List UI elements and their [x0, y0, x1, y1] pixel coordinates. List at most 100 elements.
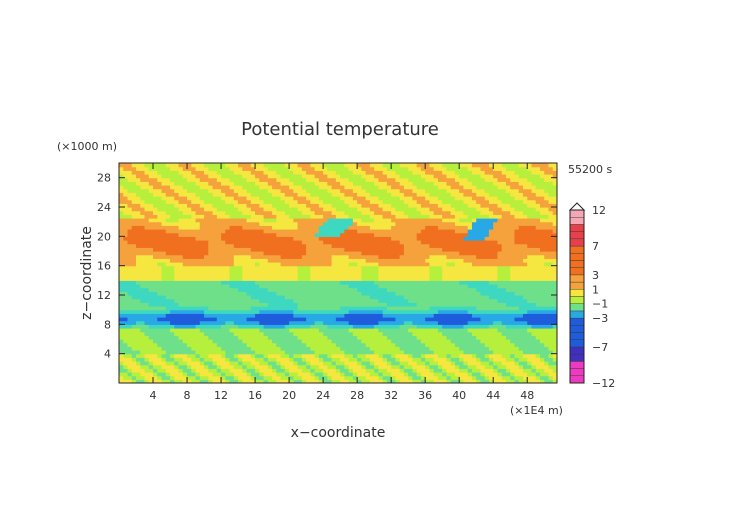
field-cell [216, 350, 222, 355]
field-cell [314, 174, 320, 179]
field-cell [238, 251, 243, 256]
field-cell [420, 273, 426, 278]
field-cell [276, 287, 282, 292]
field-cell [327, 273, 333, 278]
field-cell [123, 166, 129, 171]
field-cell [425, 313, 431, 318]
field-cell [284, 298, 290, 303]
field-cell [471, 357, 477, 362]
field-cell [170, 199, 175, 204]
field-cell [255, 317, 260, 322]
field-cell [331, 368, 337, 373]
field-cell [416, 221, 422, 226]
field-cell [195, 339, 201, 344]
field-cell [382, 251, 388, 256]
field-cell [331, 265, 337, 270]
field-cell [144, 170, 150, 175]
field-cell [233, 258, 239, 263]
field-cell [212, 372, 218, 377]
field-cell [386, 342, 392, 347]
field-cell [246, 240, 252, 245]
field-cell [255, 199, 260, 204]
field-cell [331, 188, 337, 193]
field-cell [255, 221, 260, 226]
field-cell [361, 214, 367, 219]
field-cell [310, 225, 316, 230]
field-cell [357, 203, 362, 208]
field-cell [238, 375, 243, 380]
field-cell [148, 284, 154, 289]
field-cell [403, 203, 409, 208]
field-cell [442, 331, 448, 336]
field-cell [144, 258, 150, 263]
field-cell [306, 280, 311, 285]
field-cell [144, 199, 150, 204]
field-cell [391, 339, 397, 344]
field-cell [391, 287, 397, 292]
field-cell [195, 357, 201, 362]
field-cell [246, 364, 252, 369]
field-cell [289, 375, 294, 380]
field-cell [416, 342, 422, 347]
field-cell [170, 372, 175, 377]
field-cell [191, 243, 197, 248]
field-cell [391, 372, 397, 377]
field-cell [310, 339, 316, 344]
field-cell [386, 240, 392, 245]
field-cell [208, 251, 214, 256]
field-cell [450, 309, 456, 314]
field-cell [212, 280, 218, 285]
field-cell [340, 232, 345, 237]
field-cell [229, 280, 235, 285]
field-cell [442, 364, 448, 369]
field-cell [403, 218, 409, 223]
field-cell [238, 225, 243, 230]
field-cell [284, 192, 290, 197]
field-cell [403, 192, 409, 197]
field-cell [408, 284, 414, 289]
field-cell [246, 276, 252, 281]
field-cell [344, 364, 350, 369]
field-cell [174, 295, 180, 300]
field-cell [119, 247, 124, 252]
field-cell [263, 196, 269, 201]
field-cell [276, 357, 282, 362]
field-cell [280, 276, 286, 281]
field-cell [306, 210, 311, 215]
field-cell [442, 276, 448, 281]
field-cell [136, 350, 141, 355]
field-heatmap [119, 163, 557, 383]
field-cell [250, 207, 256, 212]
field-cell [442, 291, 448, 296]
field-cell [267, 192, 273, 197]
field-cell [119, 353, 124, 358]
field-cell [442, 302, 448, 307]
field-cell [144, 379, 150, 383]
field-cell [467, 225, 473, 230]
field-cell [204, 214, 209, 219]
field-cell [454, 251, 460, 256]
field-cell [327, 353, 333, 358]
field-cell [221, 368, 226, 373]
field-cell [374, 372, 379, 377]
field-cell [246, 309, 252, 314]
field-cell [140, 375, 146, 380]
field-cell [433, 243, 439, 248]
field-cell [165, 174, 171, 179]
field-cell [425, 251, 431, 256]
field-cell [463, 339, 469, 344]
field-cell [403, 258, 409, 263]
field-cell [293, 287, 299, 292]
field-cell [450, 170, 456, 175]
field-cell [165, 185, 171, 190]
field-cell [382, 177, 388, 182]
field-cell [144, 269, 150, 274]
field-cell [310, 218, 316, 223]
field-cell [208, 372, 214, 377]
field-cell [348, 265, 354, 270]
field-cell [361, 192, 367, 197]
field-cell [361, 306, 367, 311]
field-cell [301, 328, 307, 333]
field-cell [127, 306, 133, 311]
field-cell [425, 254, 431, 259]
